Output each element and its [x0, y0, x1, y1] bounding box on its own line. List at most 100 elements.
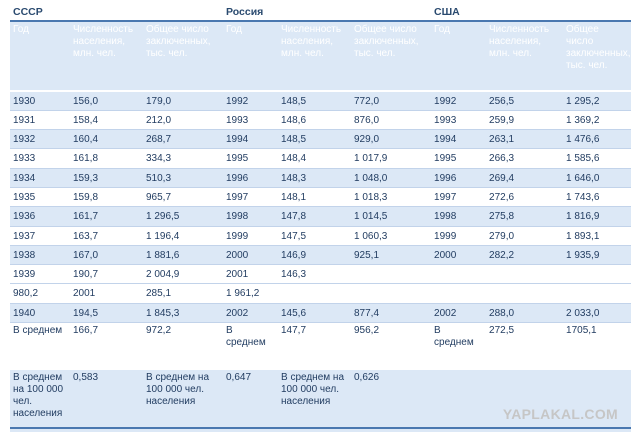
table-row: 1930 156,0 179,0 1992 148,5 772,0 1992 256,5 1 2… — [10, 91, 632, 111]
table-cell: 334,3 — [143, 148, 223, 169]
table-cell: 148,3 — [278, 168, 351, 188]
table-cell: 212,0 — [143, 110, 223, 131]
table-cell: 268,7 — [143, 129, 223, 150]
table-cell: 1937 — [10, 226, 70, 246]
per-100k-cell: 0,583 — [70, 369, 143, 432]
table-row: 1936 161,7 1 296,5 1998 147,8 1 014,5 1998 275,… — [10, 206, 632, 227]
average-cell: В среднем — [10, 322, 70, 370]
table-cell: 1930 — [10, 91, 70, 111]
table-cell: 156,0 — [70, 91, 143, 111]
column-header: Общее число заключенных, тыс. чел. — [351, 21, 432, 92]
per-100k-row: В среднем на 100 000 чел. населения 0,583… — [10, 369, 632, 432]
table-cell — [351, 283, 432, 304]
group-header-row: СССР Россия США — [10, 3, 632, 22]
column-header: Год — [431, 21, 487, 92]
watermark: YAPLAKAL.COM — [502, 406, 618, 422]
table-cell: 1992 — [431, 91, 487, 111]
table-cell: 1 048,0 — [351, 168, 432, 188]
table-cell: 148,6 — [278, 110, 351, 131]
column-header: Год — [10, 21, 70, 92]
table-cell: 980,2 — [10, 283, 70, 304]
table-cell: 256,5 — [486, 91, 564, 111]
group-header: Россия — [223, 3, 432, 22]
table-cell: 1 060,3 — [351, 226, 432, 246]
table-cell: 1 743,6 — [563, 187, 632, 208]
table-cell: 1 961,2 — [223, 283, 278, 304]
table-cell: 1932 — [10, 129, 70, 150]
table-cell — [486, 283, 564, 304]
table-cell: 1 295,2 — [563, 91, 632, 111]
table-cell: 1999 — [223, 226, 278, 246]
table-cell: 1 935,9 — [563, 245, 632, 266]
table-cell: 1 816,9 — [563, 206, 632, 227]
table-cell: 179,0 — [143, 91, 223, 111]
table-row: 980,2 2001 285,1 1 961,2 — [10, 283, 632, 304]
average-cell: 166,7 — [70, 322, 143, 370]
table-cell: 876,0 — [351, 110, 432, 131]
table-cell: 146,3 — [278, 264, 351, 285]
table-cell: 2000 — [431, 245, 487, 266]
table-cell: 158,4 — [70, 110, 143, 131]
table-cell: 1 585,6 — [563, 148, 632, 169]
table-cell: 1999 — [431, 226, 487, 246]
column-header: Общее число заключенных, тыс. чел. — [143, 21, 223, 92]
table-cell: 1998 — [223, 206, 278, 227]
table-cell: 147,5 — [278, 226, 351, 246]
table-cell: 1993 — [431, 110, 487, 131]
table-cell: 510,3 — [143, 168, 223, 188]
average-cell: 1705,1 — [563, 322, 632, 370]
table-cell: 929,0 — [351, 129, 432, 150]
table-cell: 282,2 — [486, 245, 564, 266]
table-cell: 1933 — [10, 148, 70, 169]
table-cell: 1 646,0 — [563, 168, 632, 188]
table-cell: 1931 — [10, 110, 70, 131]
table-body: СССР Россия США Год Численность населения, м… — [10, 3, 632, 432]
table-cell: 160,4 — [70, 129, 143, 150]
table-cell — [278, 283, 351, 304]
table-cell: 1 369,2 — [563, 110, 632, 131]
table-cell: 146,9 — [278, 245, 351, 266]
column-header: Год — [223, 21, 278, 92]
table-cell: 1995 — [431, 148, 487, 169]
average-cell: В среднем — [431, 322, 487, 370]
table-cell: 1938 — [10, 245, 70, 266]
per-100k-cell: В среднем на 100 000 чел. населения — [278, 369, 351, 432]
table-cell: 167,0 — [70, 245, 143, 266]
table-cell: 1996 — [223, 168, 278, 188]
table-cell: 288,0 — [486, 303, 564, 324]
per-100k-cell — [431, 369, 487, 432]
table-row: 1939 190,7 2 004,9 2001 146,3 — [10, 264, 632, 285]
column-header: Численность населения, млн. чел. — [486, 21, 564, 92]
table-cell: 2 033,0 — [563, 303, 632, 324]
prison-statistics-table: СССР Россия США Год Численность населения, м… — [10, 3, 632, 432]
table-cell: 2 004,9 — [143, 264, 223, 285]
table-cell — [563, 264, 632, 285]
table-cell: 285,1 — [143, 283, 223, 304]
table-cell: 159,3 — [70, 168, 143, 188]
table-cell: 1997 — [223, 187, 278, 208]
table-cell: 1 845,3 — [143, 303, 223, 324]
table-cell: 159,8 — [70, 187, 143, 208]
per-100k-cell: В среднем на 100 000 чел. населения — [143, 369, 223, 432]
table-cell: 1 017,9 — [351, 148, 432, 169]
average-cell: В среднем — [223, 322, 278, 370]
table-cell: 148,4 — [278, 148, 351, 169]
table-cell: 259,9 — [486, 110, 564, 131]
table-row: 1940 194,5 1 845,3 2002 145,6 877,4 2002 288,0 2… — [10, 303, 632, 324]
table-cell: 2002 — [223, 303, 278, 324]
table-cell: 163,7 — [70, 226, 143, 246]
table-cell: 1 196,4 — [143, 226, 223, 246]
table-cell: 194,5 — [70, 303, 143, 324]
table-row: 1933 161,8 334,3 1995 148,4 1 017,9 1995 266,3 1… — [10, 148, 632, 169]
group-header: СССР — [10, 3, 223, 22]
average-cell: 272,5 — [486, 322, 564, 370]
table-cell: 1997 — [431, 187, 487, 208]
column-header: Численность населения, млн. чел. — [70, 21, 143, 92]
table-cell: 772,0 — [351, 91, 432, 111]
table-cell: 269,4 — [486, 168, 564, 188]
column-header-row: Год Численность населения, млн. чел. Общее… — [10, 21, 632, 92]
table-cell: 965,7 — [143, 187, 223, 208]
table-cell: 1 018,3 — [351, 187, 432, 208]
table-cell: 1998 — [431, 206, 487, 227]
table-cell: 1 881,6 — [143, 245, 223, 266]
